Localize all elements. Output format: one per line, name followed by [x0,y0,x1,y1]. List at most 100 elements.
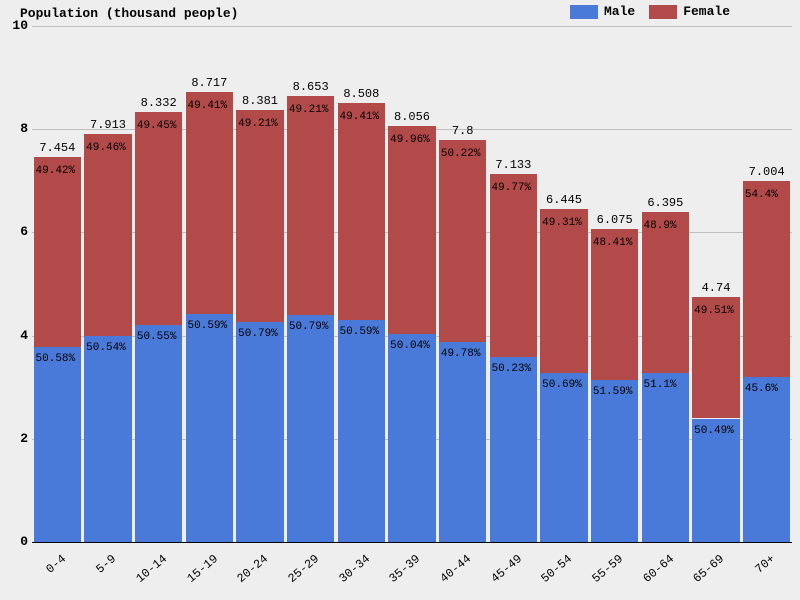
bar-female [591,229,639,381]
bar-male [186,314,234,542]
bar-male-pct-label: 50.69% [542,379,582,391]
bar-female [236,110,284,323]
x-tick-label: 35-39 [387,552,424,586]
bar-male-pct-label: 50.23% [492,363,532,375]
legend-label-male: Male [604,4,635,19]
population-stacked-bar-chart: Population (thousand people) Male Female… [0,0,800,600]
legend-item-female: Female [649,4,730,19]
bar-female-pct-label: 49.21% [238,118,278,130]
bar-male-pct-label: 50.58% [36,353,76,365]
x-tick-label: 30-34 [336,552,373,586]
bar-total-label: 7.004 [749,165,785,179]
bar-male [236,322,284,542]
bar-male [84,336,132,542]
bar-male [692,419,740,542]
bar-male [540,373,588,542]
bar-male-pct-label: 49.78% [441,348,481,360]
legend: Male Female [570,4,730,19]
bar-total-label: 8.717 [191,76,227,90]
x-tick-label: 40-44 [437,552,474,586]
y-tick-label: 6 [4,224,28,239]
x-tick-label: 0-4 [43,552,69,577]
x-tick-label: 55-59 [589,552,626,586]
y-tick-label: 4 [4,328,28,343]
bar-female-pct-label: 49.41% [340,111,380,123]
bar-female-pct-label: 49.21% [289,104,329,116]
bar-total-label: 8.056 [394,110,430,124]
legend-swatch-male [570,5,598,19]
bar-male-pct-label: 50.79% [289,321,329,333]
legend-item-male: Male [570,4,635,19]
bar-female-pct-label: 54.4% [745,189,778,201]
bar-female-pct-label: 49.41% [188,100,228,112]
y-tick-label: 8 [4,121,28,136]
bar-male [287,315,335,542]
bar-total-label: 7.133 [495,158,531,172]
bar-total-label: 7.8 [452,124,474,138]
bar-total-label: 6.395 [647,196,683,210]
bar-male-pct-label: 50.59% [340,326,380,338]
gridline [32,542,792,543]
bar-male-pct-label: 50.54% [86,342,126,354]
bar-female [388,126,436,334]
bar-female [743,181,791,378]
bar-female [84,134,132,336]
bar-female [540,209,588,373]
gridline [32,26,792,27]
x-tick-label: 10-14 [133,552,170,586]
bar-male-pct-label: 50.49% [694,425,734,437]
bar-total-label: 4.74 [702,281,731,295]
bar-female [338,103,386,320]
bar-total-label: 6.445 [546,193,582,207]
bar-male-pct-label: 51.59% [593,386,633,398]
bar-female [135,112,183,325]
bar-total-label: 7.454 [39,141,75,155]
bar-total-label: 8.508 [343,87,379,101]
bar-male-pct-label: 45.6% [745,383,778,395]
bar-male [743,377,791,542]
y-tick-label: 2 [4,431,28,446]
bar-female-pct-label: 50.22% [441,148,481,160]
bar-female-pct-label: 49.96% [390,134,430,146]
y-axis-title: Population (thousand people) [20,6,238,21]
bar-male [642,373,690,542]
x-tick-label: 45-49 [488,552,525,586]
bar-female [439,140,487,342]
y-tick-label: 10 [4,18,28,33]
bar-female-pct-label: 49.45% [137,120,177,132]
bar-total-label: 8.332 [141,96,177,110]
bar-male-pct-label: 50.04% [390,340,430,352]
bar-male [490,357,538,542]
bar-female-pct-label: 48.41% [593,237,633,249]
bar-male [135,325,183,542]
bar-total-label: 8.653 [293,80,329,94]
bar-female [34,157,82,347]
bar-female-pct-label: 49.42% [36,165,76,177]
x-tick-label: 65-69 [691,552,728,586]
bar-male [338,320,386,542]
bar-male [388,334,436,542]
bar-male [439,342,487,542]
legend-label-female: Female [683,4,730,19]
bar-male [34,347,82,542]
y-tick-label: 0 [4,534,28,549]
x-tick-label: 15-19 [184,552,221,586]
bar-female [642,212,690,373]
bar-female-pct-label: 48.9% [644,220,677,232]
legend-swatch-female [649,5,677,19]
bar-male-pct-label: 50.79% [238,328,278,340]
bar-female-pct-label: 49.51% [694,305,734,317]
bar-total-label: 6.075 [597,213,633,227]
bar-male-pct-label: 50.59% [188,320,228,332]
bar-female [490,174,538,357]
x-tick-label: 5-9 [94,552,120,577]
x-tick-label: 25-29 [285,552,322,586]
bar-female-pct-label: 49.46% [86,142,126,154]
bar-female [287,96,335,316]
bar-female-pct-label: 49.77% [492,182,532,194]
bar-male-pct-label: 51.1% [644,379,677,391]
bar-total-label: 7.913 [90,118,126,132]
x-tick-label: 20-24 [235,552,272,586]
x-tick-label: 60-64 [640,552,677,586]
x-tick-label: 50-54 [539,552,576,586]
